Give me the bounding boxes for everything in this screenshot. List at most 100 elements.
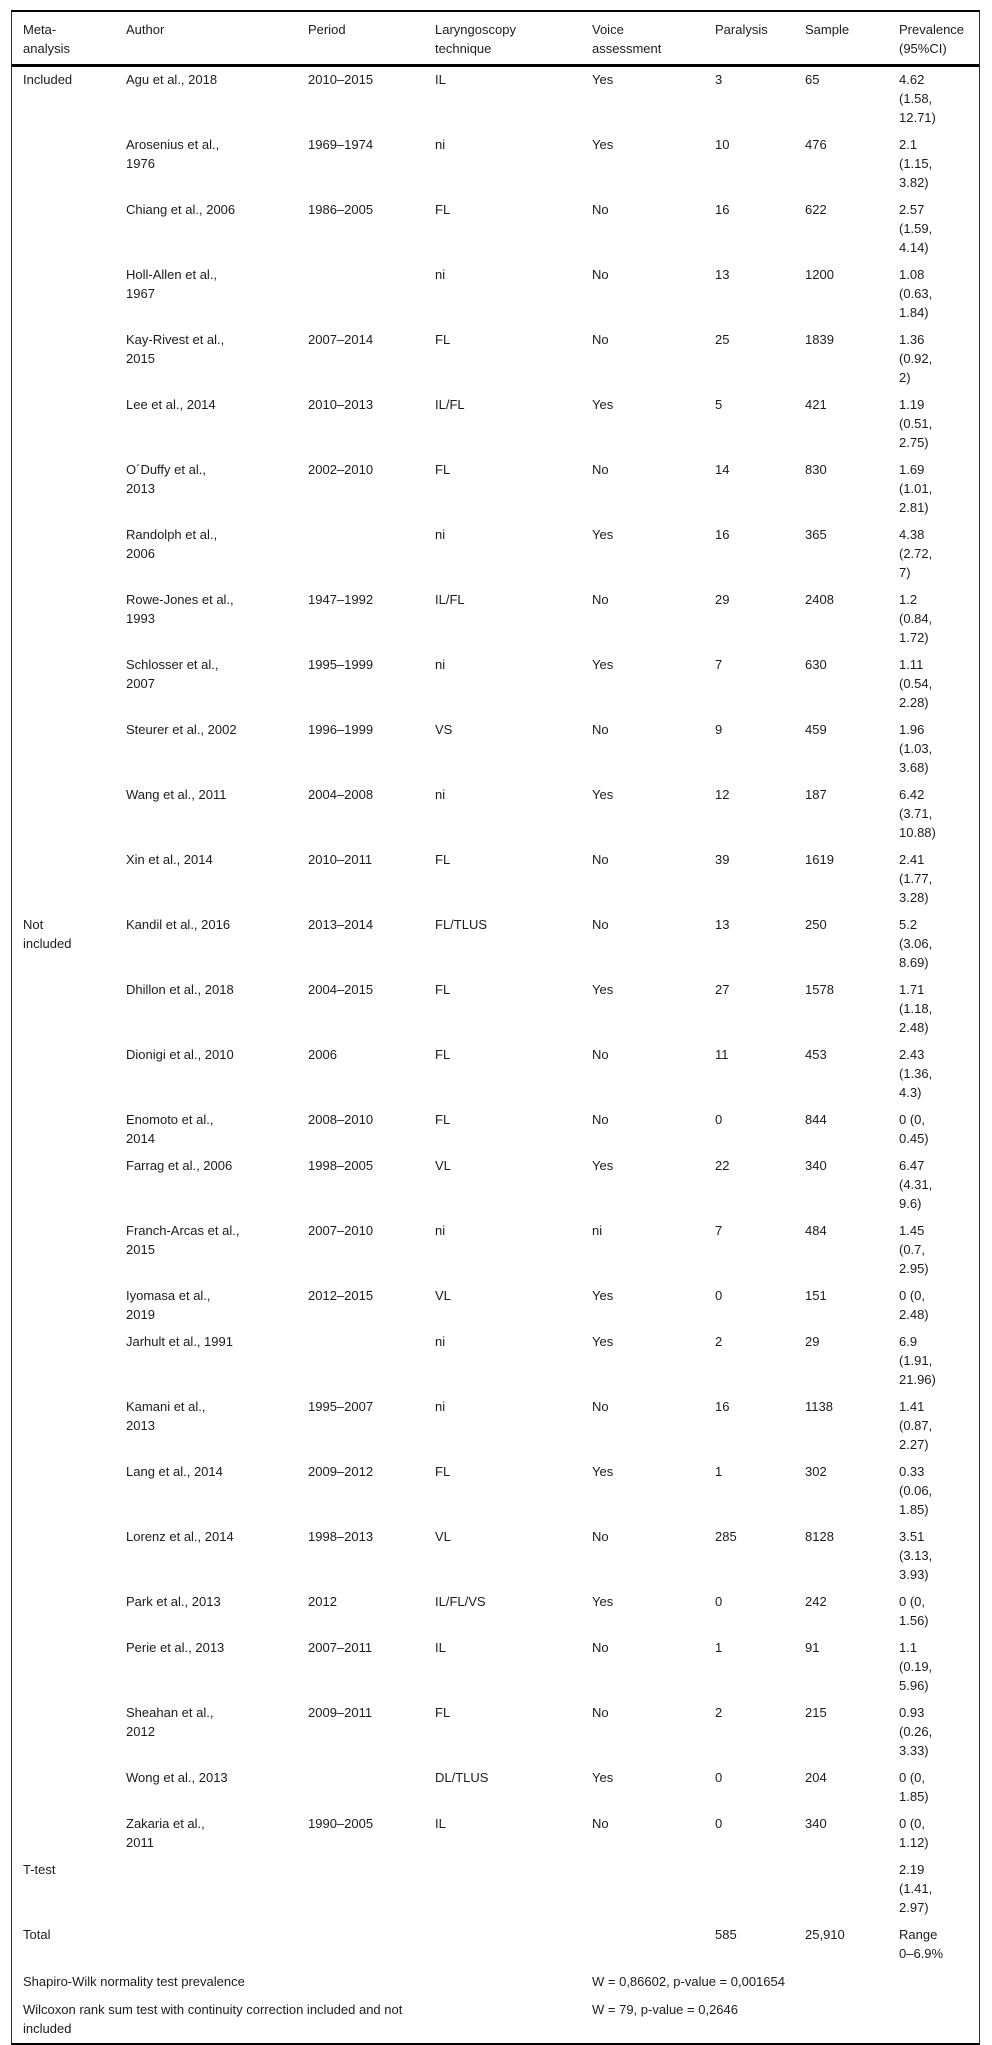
table-row: Dhillon et al., 2018 2004–2015 FL Yes 27 1578…	[12, 977, 979, 1042]
column-header-author: Author	[126, 12, 308, 67]
cell-paralysis: 0	[715, 1594, 723, 1609]
cell-prevalence: 5.2 (3.06, 8.69)	[899, 917, 933, 970]
cell-voice: Yes	[592, 982, 614, 997]
cell-prevalence: 2.57 (1.59, 4.14)	[899, 202, 933, 255]
cell-period: 2012–2015	[308, 1288, 374, 1303]
cell-group	[12, 522, 126, 587]
cell-author: Lorenz et al., 2014	[126, 1529, 234, 1544]
cell-group	[12, 1700, 126, 1765]
cell-prevalence: 0.33 (0.06, 1.85)	[899, 1464, 933, 1517]
cell-voice: No	[592, 267, 609, 282]
cell-period: 2007–2010	[308, 1223, 374, 1238]
cell-paralysis: 14	[715, 462, 730, 477]
cell-group: T-test	[23, 1862, 56, 1877]
cell-prevalence: 0 (0, 1.56)	[899, 1594, 929, 1628]
cell-author: Enomoto et al., 2014	[126, 1112, 214, 1146]
cell-sample: 91	[805, 1640, 820, 1655]
cell-prevalence: 1.96 (1.03, 3.68)	[899, 722, 933, 775]
cell-sample: 8128	[805, 1529, 834, 1544]
cell-period: 1996–1999	[308, 722, 374, 737]
cell-technique: FL	[435, 982, 451, 997]
cell-author: Arosenius et al., 1976	[126, 137, 220, 171]
cell-group	[12, 977, 126, 1042]
table-row: Holl-Allen et al., 1967 ni No 13 1200 1.08 (0…	[12, 262, 979, 327]
cell-author	[126, 1857, 308, 1922]
cell-voice: Yes	[592, 1464, 614, 1479]
cell-voice: Yes	[592, 397, 614, 412]
cell-author: Xin et al., 2014	[126, 852, 213, 867]
cell-sample: 1619	[805, 852, 834, 867]
cell-technique: IL/FL/VS	[435, 1594, 486, 1609]
cell-technique: ni	[435, 1334, 446, 1349]
cell-author: Wong et al., 2013	[126, 1770, 228, 1785]
cell-voice: Yes	[592, 657, 614, 672]
cell-prevalence: 0 (0, 0.45)	[899, 1112, 929, 1146]
cell-voice: Yes	[592, 1288, 614, 1303]
cell-group	[12, 1765, 126, 1811]
stats-label: Wilcoxon rank sum test with continuity c…	[23, 2002, 403, 2036]
cell-author: O´Duffy et al., 2013	[126, 462, 206, 496]
cell-sample: 242	[805, 1594, 827, 1609]
cell-paralysis: 11	[715, 1047, 729, 1062]
stats-row: Shapiro-Wilk normality test prevalence W …	[12, 1968, 979, 1996]
cell-author: Zakaria et al., 2011	[126, 1816, 205, 1850]
cell-author: Lee et al., 2014	[126, 397, 216, 412]
cell-group	[12, 1107, 126, 1153]
cell-group	[12, 1811, 126, 1857]
cell-technique: IL	[435, 1640, 446, 1655]
column-header-paralysis: Paralysis	[715, 12, 805, 67]
cell-period	[308, 262, 435, 327]
cell-paralysis: 0	[715, 1816, 723, 1831]
cell-period: 1995–1999	[308, 657, 374, 672]
cell-prevalence: 4.38 (2.72, 7)	[899, 527, 933, 580]
cell-sample: 1138	[805, 1399, 833, 1414]
table-row: Park et al., 2013 2012 IL/FL/VS Yes 0 242 0 (0…	[12, 1589, 979, 1635]
cell-voice: No	[592, 202, 609, 217]
cell-paralysis: 16	[715, 1399, 730, 1414]
cell-author: Schlosser et al., 2007	[126, 657, 219, 691]
cell-group	[12, 1524, 126, 1589]
cell-author: Iyomasa et al., 2019	[126, 1288, 211, 1322]
cell-prevalence: 2.19 (1.41, 2.97)	[899, 1862, 933, 1915]
cell-group	[12, 327, 126, 392]
cell-prevalence: 1.36 (0.92, 2)	[899, 332, 933, 385]
cell-paralysis: 29	[715, 592, 730, 607]
cell-sample: 459	[805, 722, 827, 737]
cell-voice: Yes	[592, 1334, 614, 1349]
cell-voice: No	[592, 1112, 609, 1127]
cell-group	[12, 1218, 126, 1283]
cell-paralysis: 1	[715, 1464, 723, 1479]
cell-paralysis	[715, 1857, 805, 1922]
cell-sample: 630	[805, 657, 827, 672]
cell-technique: FL/TLUS	[435, 917, 488, 932]
cell-voice: No	[592, 462, 609, 477]
cell-prevalence: 1.19 (0.51, 2.75)	[899, 397, 933, 450]
cell-group	[12, 457, 126, 522]
cell-technique: FL	[435, 852, 451, 867]
table-body: Included Agu et al., 2018 2010–2015 IL Yes 3 6…	[12, 66, 979, 1969]
cell-period: 2012	[308, 1594, 337, 1609]
cell-period: 2010–2015	[308, 72, 374, 87]
cell-voice: Yes	[592, 1770, 614, 1785]
cell-group	[12, 392, 126, 457]
cell-prevalence: 1.69 (1.01, 2.81)	[899, 462, 933, 515]
cell-author: Wang et al., 2011	[126, 787, 227, 802]
cell-prevalence: 2.43 (1.36, 4.3)	[899, 1047, 933, 1100]
cell-sample: 484	[805, 1223, 827, 1238]
cell-sample: 453	[805, 1047, 827, 1062]
header-row: Meta- analysis Author Period Laryngoscopy t…	[12, 12, 979, 67]
cell-paralysis: 0	[715, 1288, 723, 1303]
cell-paralysis: 13	[715, 267, 730, 282]
cell-sample: 844	[805, 1112, 827, 1127]
cell-group	[12, 782, 126, 847]
cell-period	[308, 1765, 435, 1811]
cell-group	[12, 1153, 126, 1218]
cell-sample: 215	[805, 1705, 827, 1720]
table-row: Lorenz et al., 2014 1998–2013 VL No 285 8128 3…	[12, 1524, 979, 1589]
cell-author: Dionigi et al., 2010	[126, 1047, 234, 1062]
cell-voice: No	[592, 1705, 609, 1720]
cell-paralysis: 27	[715, 982, 730, 997]
cell-group: Not included	[23, 917, 72, 951]
cell-paralysis: 7	[715, 1223, 723, 1238]
column-header-prevalence: Prevalence (95%CI)	[899, 12, 979, 67]
